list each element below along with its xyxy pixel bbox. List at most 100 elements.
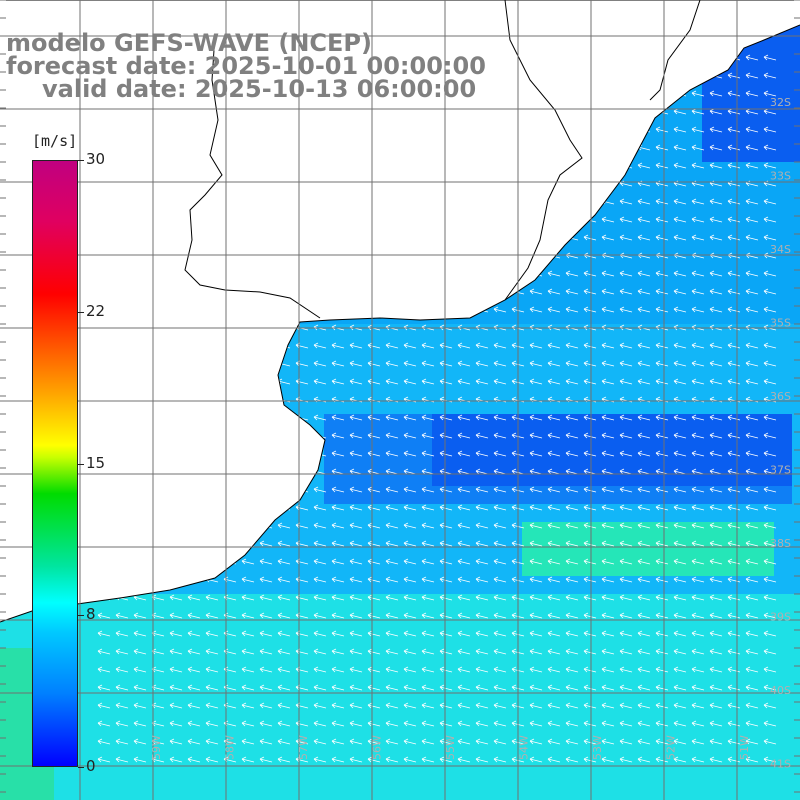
wind-arrow — [259, 594, 273, 601]
speed-cell — [612, 594, 631, 613]
wind-arrow — [493, 702, 507, 709]
speed-cell — [540, 450, 559, 469]
speed-cell — [756, 144, 775, 163]
speed-cell — [108, 648, 127, 667]
wind-arrow — [403, 486, 417, 493]
speed-cell — [612, 450, 631, 469]
wind-arrow — [367, 540, 381, 547]
speed-cell — [90, 702, 109, 721]
wind-arrow — [259, 666, 273, 673]
speed-cell — [558, 612, 577, 631]
wind-arrow — [763, 54, 777, 61]
wind-arrow — [367, 378, 381, 385]
speed-cell — [738, 108, 757, 127]
speed-cell — [720, 180, 739, 199]
speed-cell — [684, 216, 703, 235]
speed-cell — [756, 342, 775, 361]
speed-cell — [792, 612, 800, 631]
wind-arrow — [169, 738, 183, 745]
speed-cell — [306, 396, 325, 415]
speed-cell — [162, 666, 181, 685]
speed-cell — [792, 126, 800, 145]
speed-cell — [360, 648, 379, 667]
wind-arrow — [709, 342, 723, 349]
speed-cell — [252, 738, 271, 757]
speed-cell — [486, 540, 505, 559]
speed-cell — [306, 540, 325, 559]
speed-cell — [396, 396, 415, 415]
wind-arrow — [385, 342, 399, 349]
latitude-label: 34S — [770, 243, 791, 256]
speed-cell — [666, 648, 685, 667]
map-title-valid-date: valid date: 2025-10-13 06:00:00 — [42, 75, 477, 103]
wind-arrow — [187, 738, 201, 745]
wind-arrow — [655, 432, 669, 439]
wind-arrow — [475, 720, 489, 727]
speed-cell — [792, 216, 800, 235]
speed-cell — [792, 378, 800, 397]
wind-arrow — [655, 720, 669, 727]
wind-arrow — [763, 72, 777, 79]
wind-arrow — [97, 684, 111, 691]
speed-cell — [342, 504, 361, 523]
speed-cell — [702, 666, 721, 685]
wind-arrow — [241, 666, 255, 673]
speed-cell — [306, 522, 325, 541]
wind-arrow — [565, 684, 579, 691]
wind-arrow — [493, 522, 507, 529]
wind-arrow — [277, 612, 291, 619]
speed-cell — [432, 540, 451, 559]
wind-arrow — [619, 198, 633, 205]
wind-arrow — [421, 486, 435, 493]
speed-cell — [288, 792, 307, 800]
speed-cell — [378, 594, 397, 613]
speed-cell — [558, 270, 577, 289]
speed-cell — [666, 270, 685, 289]
speed-cell — [684, 450, 703, 469]
speed-cell — [558, 432, 577, 451]
colorbar — [32, 160, 78, 767]
wind-arrow — [709, 450, 723, 457]
wind-arrow — [277, 666, 291, 673]
speed-cell — [342, 630, 361, 649]
wind-arrow — [457, 738, 471, 745]
speed-cell — [792, 18, 800, 37]
speed-cell — [792, 72, 800, 91]
speed-cell — [666, 360, 685, 379]
speed-cell — [594, 576, 613, 595]
speed-cell — [450, 774, 469, 793]
speed-cell — [612, 396, 631, 415]
speed-cell — [684, 180, 703, 199]
speed-cell — [702, 378, 721, 397]
speed-cell — [396, 324, 415, 343]
colorbar-tick-label: 0 — [86, 757, 96, 775]
speed-cell — [486, 486, 505, 505]
wind-arrow — [421, 612, 435, 619]
wind-arrow — [241, 594, 255, 601]
speed-cell — [648, 774, 667, 793]
coastline — [0, 0, 800, 623]
speed-cell — [414, 702, 433, 721]
wind-arrow — [655, 630, 669, 637]
wind-arrow — [439, 684, 453, 691]
speed-cell — [378, 414, 397, 433]
speed-cell — [504, 522, 523, 541]
wind-arrow — [529, 504, 543, 511]
speed-cell — [324, 540, 343, 559]
wind-arrow — [565, 630, 579, 637]
speed-cell — [594, 306, 613, 325]
speed-cell — [792, 738, 800, 757]
speed-cell — [756, 288, 775, 307]
speed-cell — [324, 486, 343, 505]
speed-cell — [522, 306, 541, 325]
wind-arrow — [403, 702, 417, 709]
speed-cell — [288, 630, 307, 649]
wind-arrow — [619, 270, 633, 277]
map-title-model: modelo GEFS-WAVE (NCEP) — [6, 29, 372, 57]
wind-arrow — [115, 630, 129, 637]
speed-cell — [468, 666, 487, 685]
speed-cell — [738, 90, 757, 109]
wind-arrow — [547, 738, 561, 745]
wind-arrow — [385, 522, 399, 529]
